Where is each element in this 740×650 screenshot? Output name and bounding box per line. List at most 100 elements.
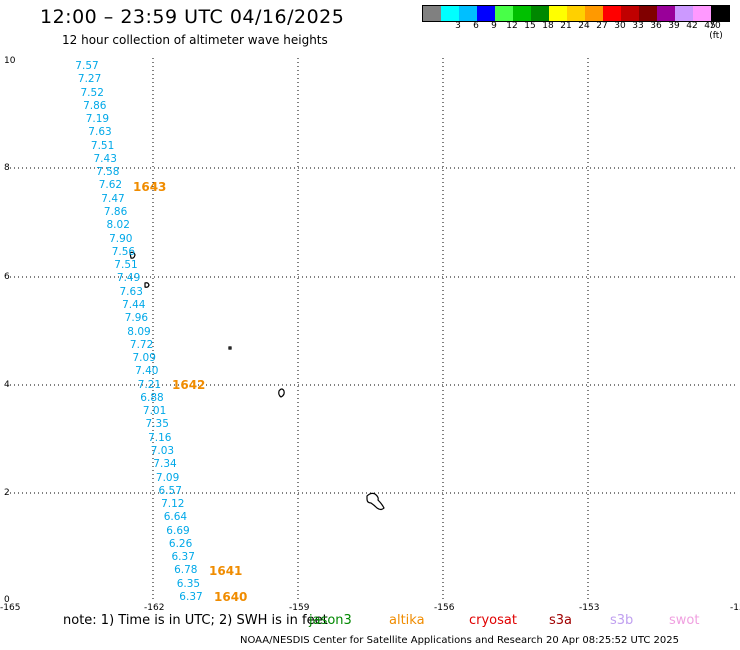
footer-credit: NOAA/NESDIS Center for Satellite Applica… (240, 635, 679, 646)
color-scale-labels: 3 6 9 12 15 18 21 24 27 30 33 36 39 42 45 70 (ft) (422, 21, 728, 41)
pass-time-label: 1641 (209, 564, 243, 578)
satellite-legend-item: cryosat (469, 613, 517, 628)
satellite-legend-item: altika (389, 613, 425, 628)
color-scale-label: 18 (542, 21, 554, 31)
x-tick-label: -156 (434, 603, 455, 613)
color-scale-label: 9 (491, 21, 497, 31)
color-swatch (603, 6, 621, 21)
wave-height-label: 7.49 (116, 272, 141, 285)
satellite-legend-item: s3a (549, 613, 573, 628)
wave-height-label: 6.78 (174, 564, 198, 577)
color-swatch (531, 6, 549, 21)
wave-height-label: 7.44 (122, 298, 146, 311)
color-scale-label: 24 (578, 21, 590, 31)
color-scale-label: 39 (668, 21, 680, 31)
x-tick-label: -153 (579, 603, 600, 613)
color-scale-label: 6 (473, 21, 479, 31)
wave-height-label: 7.34 (153, 458, 177, 471)
y-tick-label: 2 (4, 488, 10, 498)
y-tick-label: 6 (4, 272, 10, 282)
wave-height-label: 7.27 (77, 73, 102, 86)
color-scale-label: 33 (632, 21, 644, 31)
wave-height-label: 7.19 (85, 113, 110, 126)
x-tick-label: -162 (144, 603, 165, 613)
satellite-legend-item: swot (669, 613, 700, 628)
color-scale-label: 70 (ft) (709, 21, 723, 41)
color-scale-label: 15 (524, 21, 536, 31)
wave-height-label: 6.88 (140, 391, 164, 404)
color-swatch (711, 6, 729, 21)
color-swatch (513, 6, 531, 21)
map-grid (10, 58, 735, 602)
wave-height-label: 6.35 (176, 577, 201, 590)
wave-height-label: 7.21 (137, 378, 162, 391)
pass-time-label: 1643 (133, 180, 167, 194)
color-scale-label: 3 (455, 21, 461, 31)
wave-height-label: 7.40 (135, 365, 159, 378)
island-outline (129, 251, 136, 259)
color-swatch (693, 6, 711, 21)
wave-height-label: 8.02 (106, 219, 130, 232)
satellite-legend-item: jason3 (309, 613, 352, 628)
footer-note: note: 1) Time is in UTC; 2) SWH is in fe… (63, 613, 328, 628)
island-outlines (129, 251, 385, 511)
island-outline (228, 346, 232, 350)
wave-height-label: 7.86 (103, 206, 128, 219)
color-scale-label: 30 (614, 21, 626, 31)
wave-height-label: 6.69 (166, 524, 190, 537)
wave-height-label: 7.86 (83, 99, 107, 112)
wave-height-label: 8.09 (127, 325, 151, 338)
color-scale-label: 36 (650, 21, 662, 31)
color-swatch (423, 6, 441, 21)
x-tick-label: -15 (730, 603, 740, 613)
color-scale-label: 27 (596, 21, 608, 31)
color-scale-bar (422, 5, 730, 22)
map-title: 12:00 – 23:59 UTC 04/16/2025 (40, 6, 345, 28)
x-tick-label: -165 (0, 603, 21, 613)
wave-height-label: 7.03 (150, 444, 175, 457)
wave-height-label: 6.57 (158, 484, 182, 497)
wave-height-label: 7.09 (132, 352, 156, 365)
wave-height-label: 7.51 (114, 259, 138, 272)
color-swatch (585, 6, 603, 21)
color-swatch (441, 6, 459, 21)
wave-height-label: 7.58 (96, 166, 120, 179)
wave-height-label: 7.01 (142, 405, 167, 418)
map-subtitle: 12 hour collection of altimeter wave hei… (62, 33, 328, 47)
wave-height-label: 7.47 (101, 192, 125, 205)
color-swatch (459, 6, 477, 21)
color-swatch (621, 6, 639, 21)
wave-height-label: 7.52 (80, 86, 104, 99)
wave-height-label: 6.37 (179, 591, 203, 603)
wave-height-label: 7.63 (119, 285, 143, 298)
pass-time-label: 1642 (172, 378, 206, 392)
wave-height-label: 7.63 (88, 126, 112, 139)
wave-height-label: 7.43 (93, 152, 117, 165)
color-swatch (639, 6, 657, 21)
color-swatch (495, 6, 513, 21)
y-tick-label: 0 (4, 595, 10, 605)
color-swatch (549, 6, 567, 21)
island-outline (144, 282, 150, 288)
wave-height-label: 7.09 (155, 471, 180, 484)
wave-height-label: 7.12 (161, 498, 185, 511)
x-tick-label: -159 (289, 603, 310, 613)
wave-height-label: 6.64 (163, 511, 188, 524)
color-scale-label: 45 (704, 21, 716, 31)
color-swatch (657, 6, 675, 21)
pass-time-label: 1640 (214, 590, 248, 604)
wave-height-label: 7.56 (111, 245, 136, 258)
color-swatch (675, 6, 693, 21)
wave-height-label: 7.51 (90, 139, 115, 152)
wave-height-label: 7.90 (109, 232, 133, 245)
color-swatch (477, 6, 495, 21)
y-tick-label: 8 (4, 163, 10, 173)
island-outline (278, 388, 285, 398)
wave-height-label: 7.57 (75, 60, 99, 72)
y-tick-label: 4 (4, 380, 10, 390)
color-scale-label: 42 (686, 21, 698, 31)
wave-height-label: 7.72 (129, 338, 154, 351)
wave-height-label: 6.37 (171, 551, 195, 564)
color-scale-label: 21 (560, 21, 572, 31)
wave-height-label: 6.26 (168, 537, 193, 550)
